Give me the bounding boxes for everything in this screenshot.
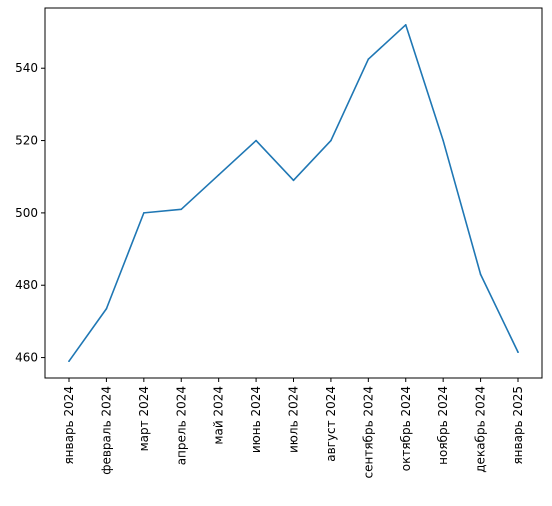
x-tick-label: февраль 2024 [99,386,113,475]
x-tick-label: март 2024 [137,386,151,451]
y-tick-label: 540 [15,61,38,75]
x-tick-label: декабрь 2024 [474,386,488,473]
y-tick-label: 460 [15,351,38,365]
data-point [442,139,444,142]
plot-area [68,24,519,362]
y-tick-label: 480 [15,278,38,292]
data-point [330,139,332,142]
data-point [180,208,183,211]
x-tick-label: январь 2024 [62,386,76,465]
data-point [143,212,145,214]
x-tick-label: апрель 2024 [174,386,188,465]
x-tick-label: январь 2025 [511,386,525,465]
data-point [517,351,519,353]
y-tick-label: 500 [15,206,38,220]
x-tick-label: май 2024 [212,386,226,445]
x-axis: январь 2024 февраль 2024 март 2024 апрель 2… [62,378,525,478]
data-point [68,360,70,362]
data-point [217,174,220,176]
y-tick-label: 520 [15,134,38,148]
x-tick-label: июль 2024 [287,386,301,453]
data-point [404,24,407,26]
series-line [68,24,519,362]
x-tick-label: август 2024 [324,386,338,462]
plot-frame [44,7,543,379]
x-tick-label: июнь 2024 [249,386,263,453]
x-tick-label: ноябрь 2024 [436,386,450,465]
x-tick-label: октябрь 2024 [399,386,413,471]
data-point [292,179,295,182]
data-point [479,273,482,276]
y-axis: 460 480 500 520 540 [15,61,45,365]
data-point [367,58,370,60]
data-point [255,139,257,142]
x-tick-label: сентябрь 2024 [361,386,375,478]
data-point [105,307,108,310]
